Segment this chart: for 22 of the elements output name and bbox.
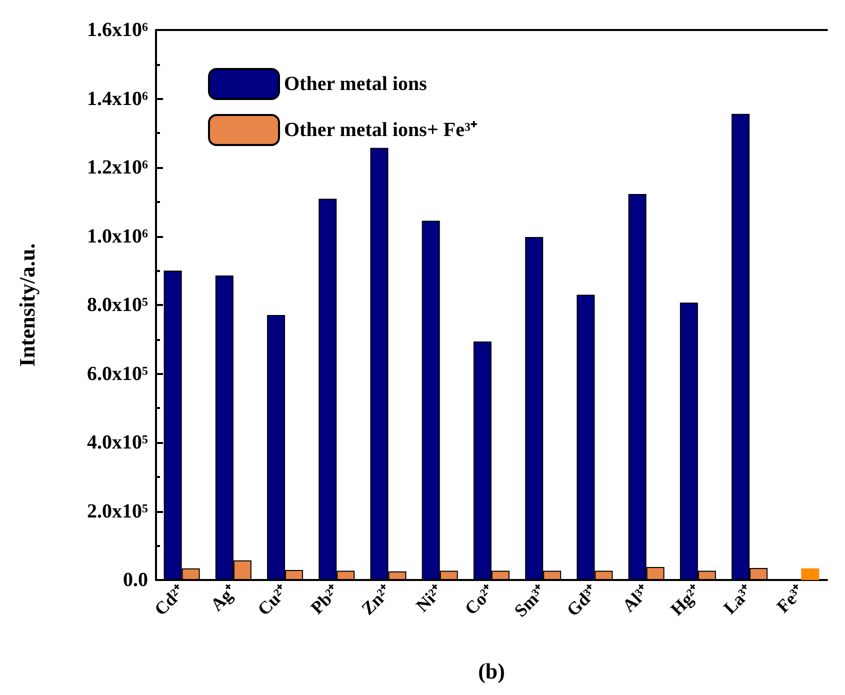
y-tick-label: 1.4x10⁶ (87, 88, 148, 110)
y-tick-label: 1.2x10⁶ (87, 156, 148, 178)
y-tick-label: 1.6x10⁶ (87, 19, 148, 41)
x-tick-label: Al³⁺ (618, 580, 654, 616)
x-axis-title: (b) (478, 658, 505, 684)
y-tick-label: 8.0x10⁵ (87, 294, 148, 316)
bar (801, 568, 820, 580)
y-tick-label: 1.0x10⁶ (87, 225, 148, 248)
y-tick-label: 6.0x10⁵ (87, 362, 148, 385)
x-tick-label: Cu²⁺ (254, 580, 292, 620)
y-tick-label: 4.0x10⁵ (87, 432, 148, 454)
y-tick-label: 0.0 (123, 569, 148, 591)
x-tick-label: Ag⁺ (206, 580, 240, 615)
x-tick-label: Gd³⁺ (562, 580, 602, 620)
x-tick-label: Cd²⁺ (150, 580, 189, 620)
x-tick-label: Fe³⁺ (772, 580, 808, 617)
x-tick-label: Co²⁺ (460, 580, 499, 619)
legend-label: Other metal ions+ Fe³⁺ (284, 119, 478, 141)
y-axis-title: Intensity/a.u. (14, 243, 40, 367)
x-tick-label: Ni²⁺ (412, 580, 447, 616)
legend-label: Other metal ions (284, 73, 428, 95)
y-tick-label: 2.0x10⁵ (87, 500, 148, 522)
